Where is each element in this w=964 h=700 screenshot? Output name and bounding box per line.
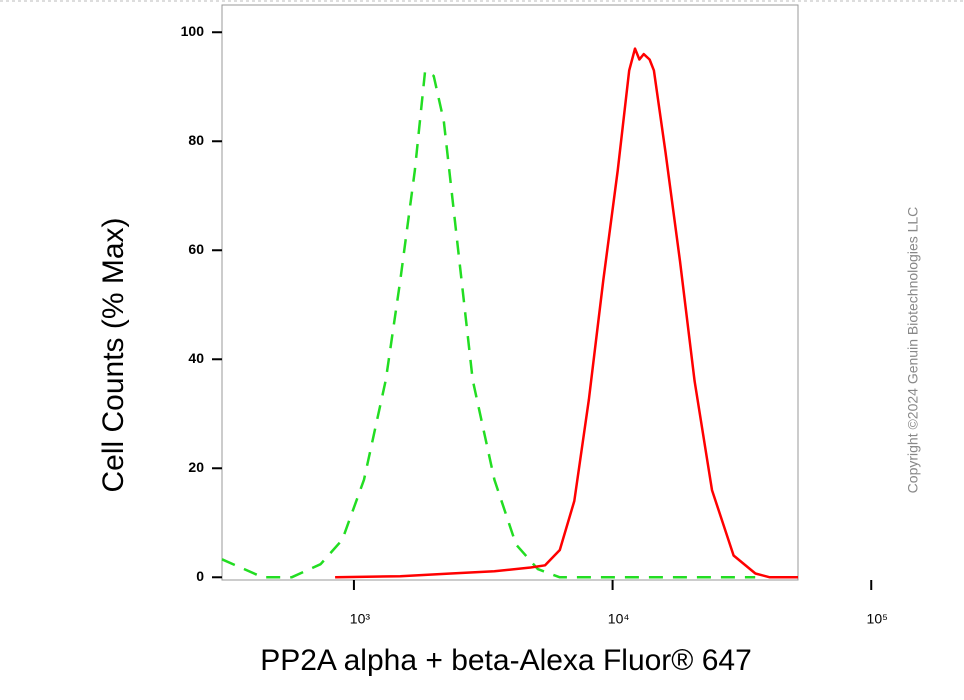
- plot-frame: [221, 4, 799, 581]
- x-axis-label: PP2A alpha + beta-Alexa Fluor® 647: [260, 644, 752, 677]
- y-tick-label: 20: [188, 459, 204, 475]
- y-tick-label: 0: [196, 568, 204, 584]
- y-tick-label: 80: [188, 132, 204, 148]
- y-tick-label: 100: [181, 23, 205, 39]
- series-line: [335, 47, 798, 579]
- series-line: [221, 69, 756, 579]
- y-axis-label: Cell Counts (% Max): [97, 217, 130, 492]
- x-tick-label: 10⁵: [867, 611, 888, 627]
- x-tick-label: 10⁴: [608, 611, 630, 627]
- y-tick-label: 60: [188, 241, 204, 257]
- y-tick-label: 40: [188, 350, 204, 366]
- watermark: Copyright ©2024 Genuin Biotechnologies L…: [905, 207, 921, 494]
- x-tick-label: 10³: [350, 611, 371, 627]
